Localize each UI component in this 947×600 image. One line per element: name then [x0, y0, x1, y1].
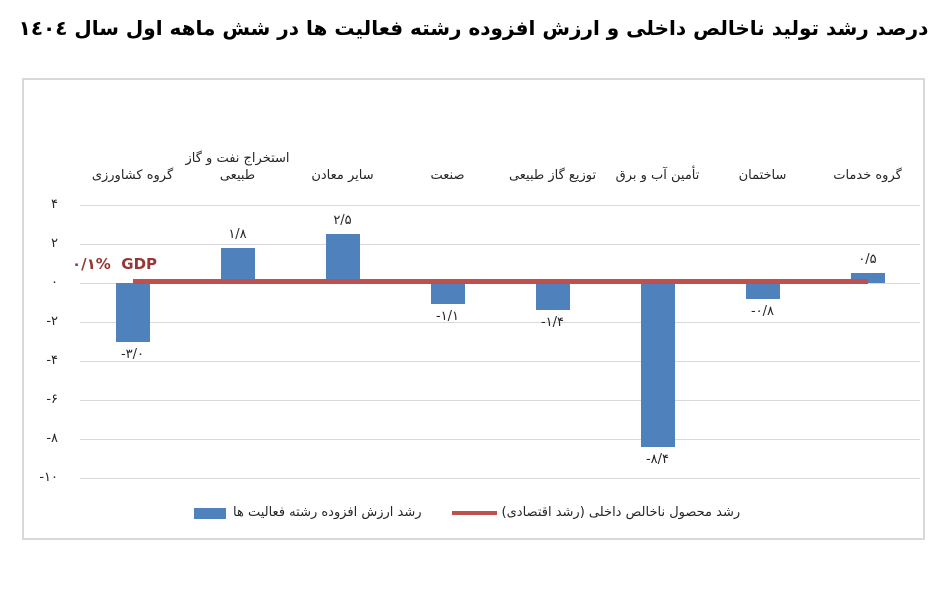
- y-tick-label: -۱۰: [39, 470, 58, 485]
- bar: [640, 283, 675, 447]
- bar-value-label: ۰/۵: [858, 252, 877, 268]
- bar-series-swatch: [194, 507, 226, 519]
- gridline: [80, 322, 920, 323]
- bar-value-label: ۲/۵: [333, 213, 352, 229]
- bar: [115, 283, 150, 342]
- y-tick-label: ۲: [51, 236, 58, 251]
- gdp-annotation: ۰/۱% GDP: [72, 255, 158, 273]
- category-label: صنعت: [430, 168, 465, 183]
- gridline: [80, 400, 920, 401]
- bar-value-label: -۸/۴: [645, 451, 670, 467]
- bar: [430, 283, 465, 305]
- category-label: سایر معادن: [311, 168, 374, 183]
- bar-value-label: -۳/۰: [120, 346, 145, 362]
- y-tick-label: -۸: [46, 431, 58, 446]
- bar: [220, 247, 255, 283]
- y-tick-label: ۴: [51, 197, 58, 212]
- legend-label-bars: رشد ارزش افزوده رشته فعالیت ها: [233, 505, 422, 520]
- category-label: گروه کشاورزی: [91, 168, 174, 183]
- bar: [535, 283, 570, 311]
- bar-value-label: ۱/۸: [228, 226, 247, 242]
- y-tick-label: ۰: [51, 275, 58, 290]
- chart-title: درصد رشد تولید ناخالص داخلی و ارزش افزود…: [18, 16, 929, 40]
- y-tick-label: -۶: [46, 392, 58, 407]
- gdp-line-series: [132, 278, 868, 284]
- category-label: گروه خدمات: [833, 168, 902, 183]
- chart-frame: ۴ ۲ ۰ -۲ -۴ -۶ -۸ -۱۰ گروه کشاورزی استخراج نفت و…: [22, 78, 925, 540]
- bar: [745, 283, 780, 299]
- gridline: [80, 478, 920, 479]
- category-label: تأمین آب و برق: [615, 168, 700, 183]
- gdp-line-swatch: [451, 511, 497, 515]
- legend-label-gdp: رشد محصول ناخالص داخلی (رشد اقتصادی): [501, 505, 741, 520]
- gridline: [80, 205, 920, 206]
- bar: [325, 234, 360, 283]
- y-tick-label: -۴: [46, 353, 58, 368]
- bar-value-label: -۰/۸: [750, 303, 775, 319]
- bar: [850, 273, 885, 283]
- category-label: استخراج نفت و گاز طبیعی: [185, 151, 290, 183]
- y-tick-label: -۲: [46, 314, 58, 329]
- legend: رشد ارزش افزوده رشته فعالیت ها رشد محصول…: [194, 504, 740, 522]
- category-label: ساختمان: [738, 168, 787, 183]
- bar-value-label: -۱/۱: [435, 309, 460, 325]
- gridline: [80, 244, 920, 245]
- category-label: توزیع گاز طبیعی: [508, 168, 597, 183]
- gridline: [80, 361, 920, 362]
- bar-value-label: -۱/۴: [540, 315, 565, 331]
- gridline: [80, 439, 920, 440]
